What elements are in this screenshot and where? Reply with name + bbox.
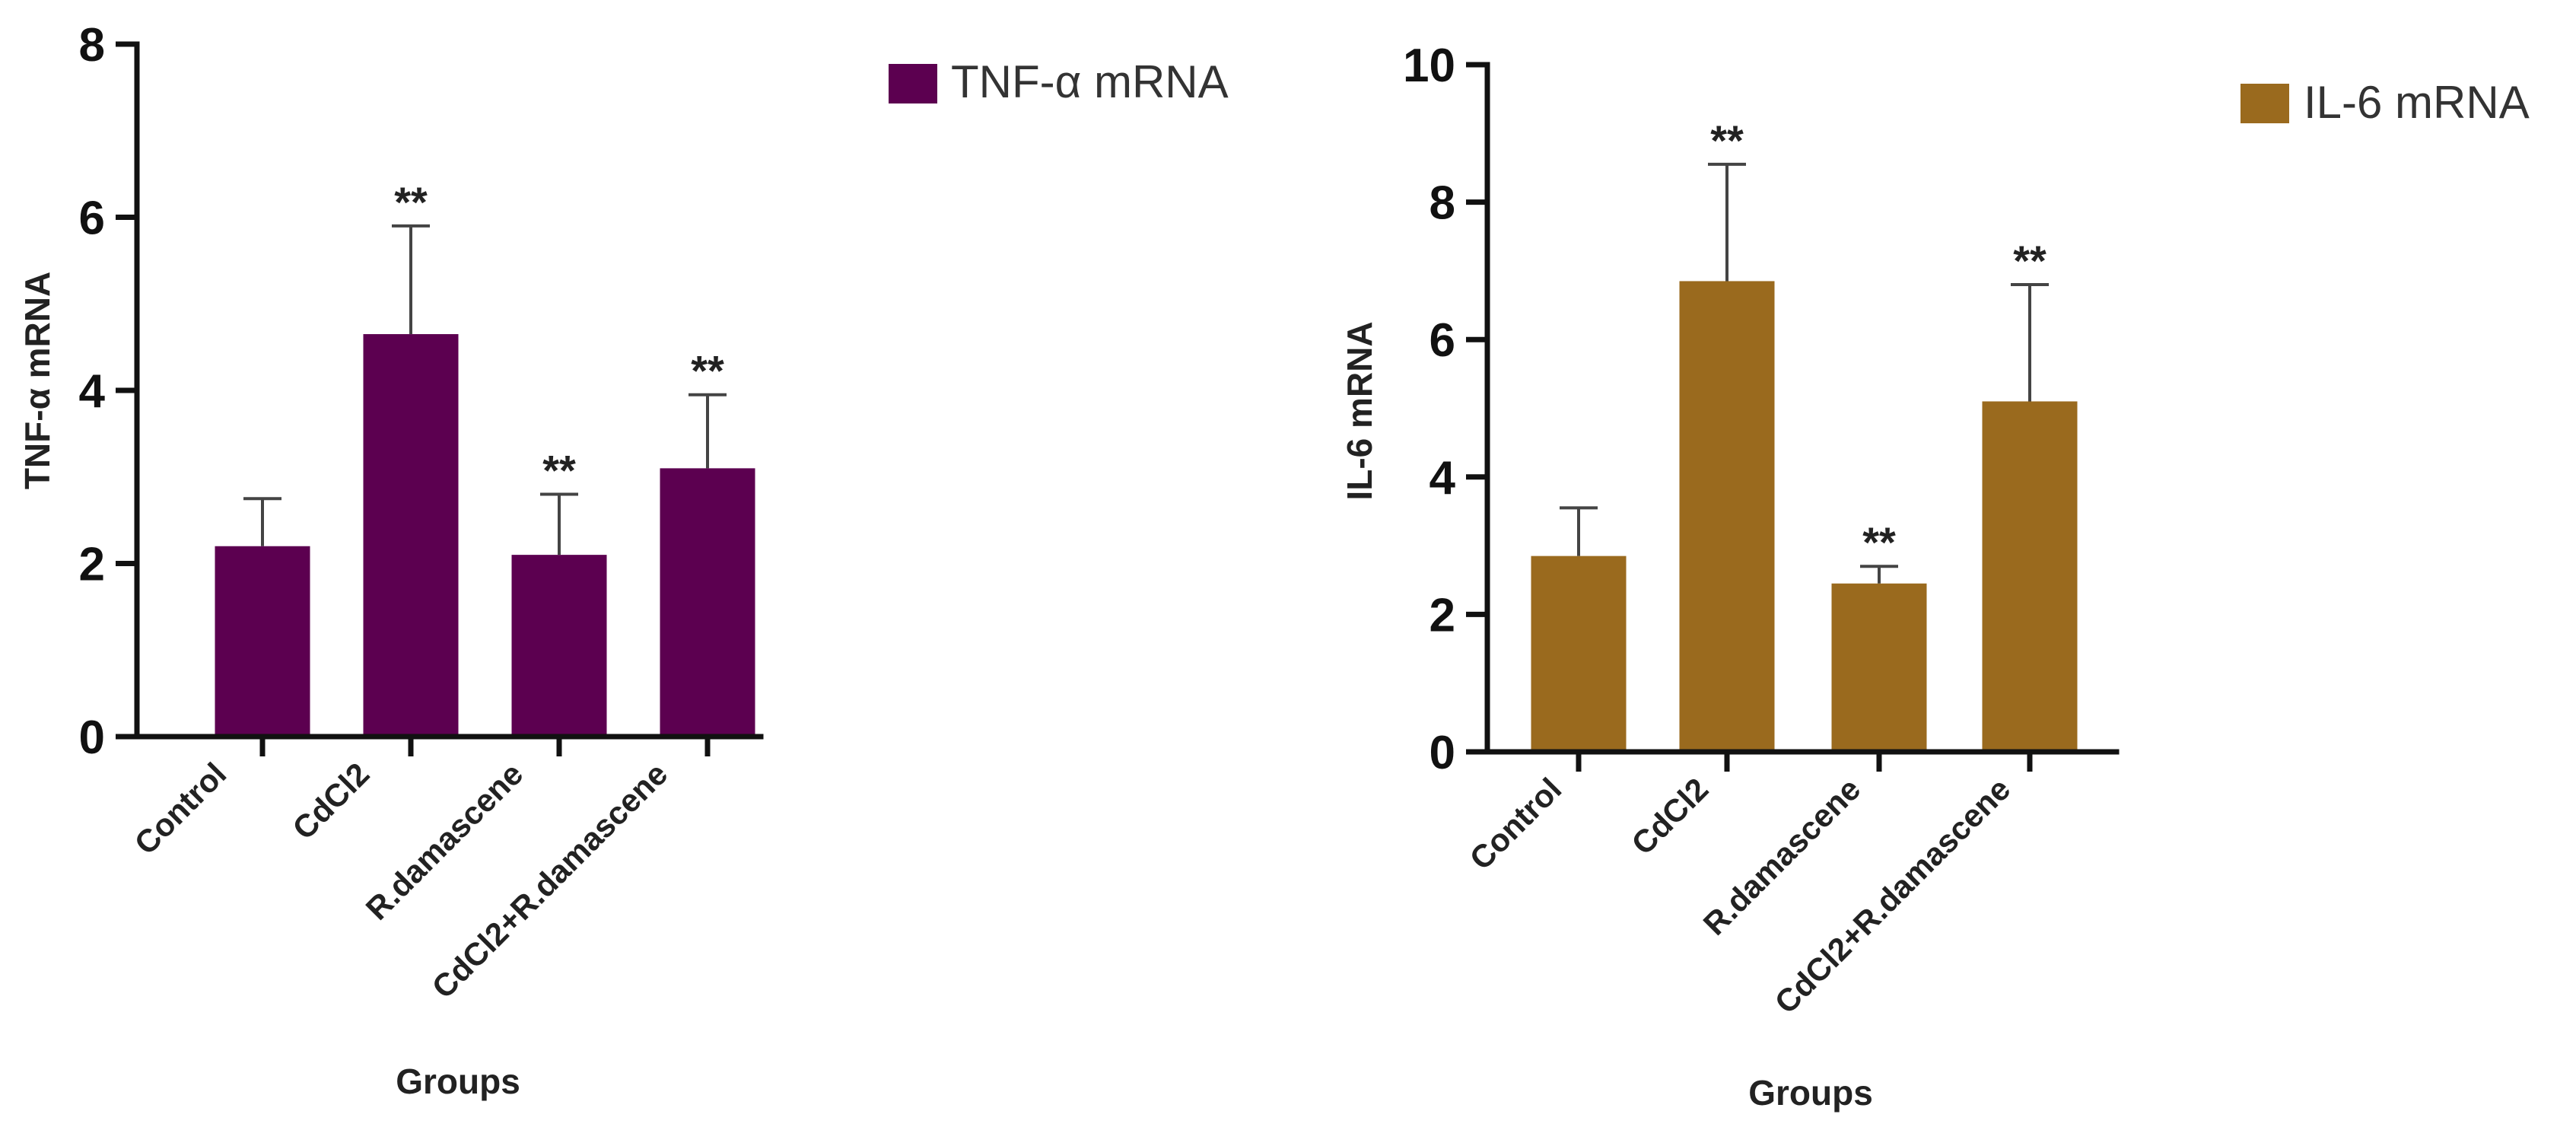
error-bar	[2011, 282, 2049, 402]
chart-il6-significance: ** ** **	[1710, 116, 2046, 566]
error-bar	[1708, 162, 1746, 282]
y-tick-label: 6	[79, 193, 105, 245]
chart-tnf-y-ticks: 0 2 4 6 8	[79, 19, 137, 764]
significance-label: **	[2013, 237, 2046, 285]
x-tick-label: R.damascene	[1697, 771, 1868, 942]
error-bar	[243, 497, 281, 546]
chart-tnf-legend-label: TNF-α mRNA	[951, 56, 1229, 107]
chart-il6-legend: IL-6 mRNA	[2240, 77, 2530, 128]
bar	[363, 334, 459, 737]
chart-tnf-x-title: Groups	[396, 1062, 520, 1101]
y-tick-label: 8	[79, 19, 105, 72]
significance-label: **	[1862, 518, 1896, 566]
chart-tnf-significance: ** ** **	[394, 178, 724, 495]
chart-tnf-legend-swatch	[889, 64, 937, 103]
error-bar	[1560, 506, 1598, 556]
y-tick-label: 0	[79, 712, 105, 764]
chart-tnf-legend: TNF-α mRNA	[889, 56, 1229, 107]
bar	[1982, 401, 2078, 752]
bar	[1679, 281, 1775, 752]
y-tick-label: 8	[1430, 177, 1455, 230]
chart-il6-x-title: Groups	[1748, 1073, 1873, 1113]
significance-label: **	[691, 347, 724, 395]
chart-il6-legend-swatch	[2240, 84, 2289, 123]
y-tick-label: 2	[1430, 589, 1455, 641]
bar	[215, 546, 310, 737]
bar	[660, 468, 755, 737]
y-tick-label: 10	[1403, 40, 1455, 92]
bar	[1831, 583, 1927, 752]
chart-tnf-y-title: TNF-α mRNA	[17, 272, 57, 489]
significance-label: **	[1710, 116, 1744, 164]
bar	[1531, 556, 1627, 752]
y-tick-label: 6	[1430, 314, 1455, 367]
y-tick-label: 2	[79, 539, 105, 591]
chart-il6-bars	[1531, 281, 2078, 752]
chart-il6-errorbars	[1560, 162, 2049, 584]
x-tick-label: CdCl2	[285, 756, 376, 846]
x-tick-label: CdCl2+R.damascene	[425, 756, 674, 1005]
bar	[511, 555, 607, 737]
significance-label: **	[542, 447, 576, 495]
chart-il6-y-title: IL-6 mRNA	[1340, 321, 1379, 500]
y-tick-label: 0	[1430, 727, 1455, 779]
x-tick-label: Control	[128, 756, 234, 861]
chart-tnf-bars	[215, 334, 755, 737]
error-bar	[689, 393, 727, 469]
y-tick-label: 4	[1430, 452, 1456, 505]
error-bar	[540, 492, 578, 556]
x-tick-label: Control	[1463, 771, 1569, 877]
y-tick-label: 4	[79, 365, 106, 418]
significance-label: **	[394, 178, 428, 226]
chart-tnf-errorbars	[243, 224, 727, 556]
chart-il6-y-ticks: 0 2 4 6 8 10	[1403, 40, 1487, 779]
error-bar	[392, 224, 430, 335]
error-bar	[1860, 565, 1898, 584]
chart-il6-legend-label: IL-6 mRNA	[2304, 77, 2530, 128]
x-tick-label: CdCl2	[1624, 771, 1715, 861]
